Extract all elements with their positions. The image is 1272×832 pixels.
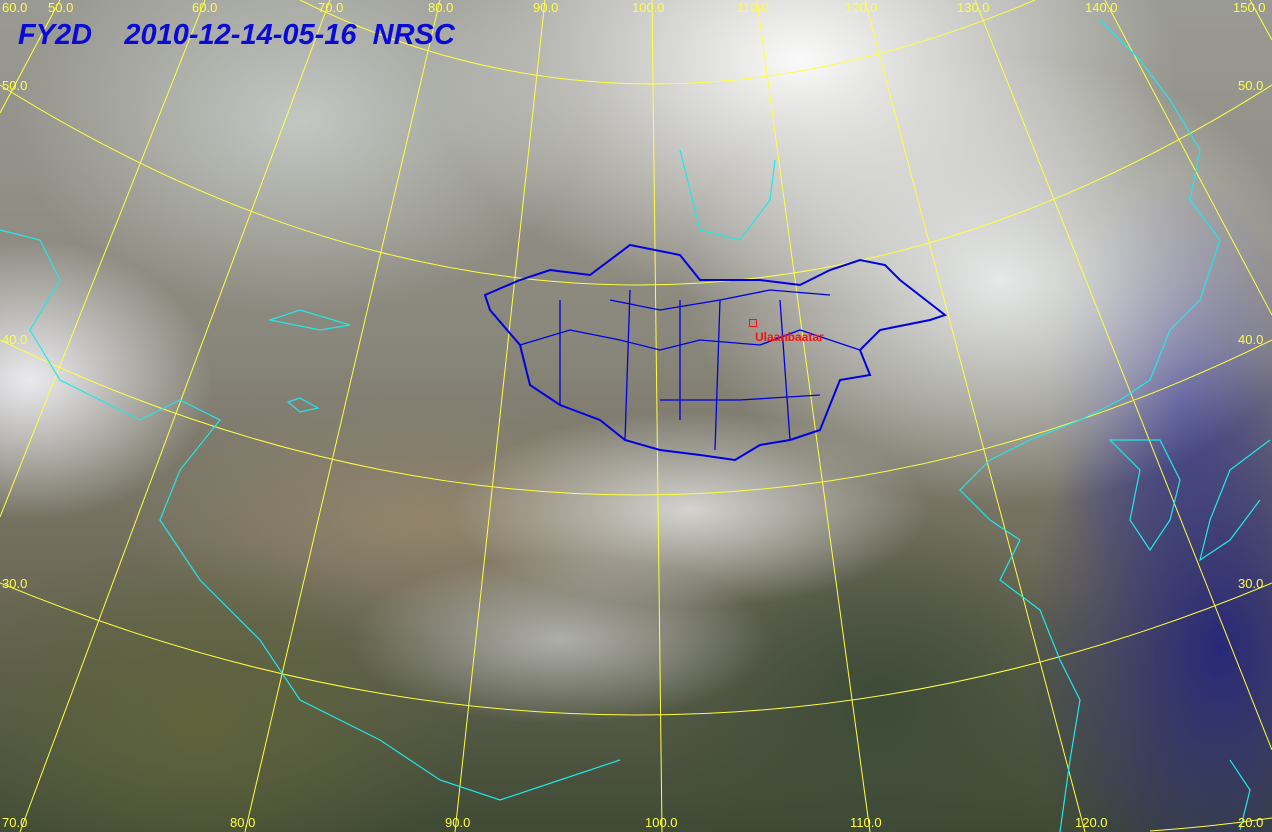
bottom-label: 110.0 — [850, 815, 882, 830]
city-marker — [749, 319, 757, 327]
meridian-140 — [1104, 0, 1272, 316]
mongolia-borders — [483, 243, 948, 462]
agency: NRSC — [372, 19, 455, 51]
left-label: 30.0 — [2, 576, 28, 591]
top-label: 130.0 — [957, 0, 990, 15]
top-label: 80.0 — [428, 0, 454, 15]
latitude-60 — [299, 0, 1036, 85]
latitude-50 — [0, 84, 1272, 286]
bottom-label: 120.0 — [1075, 815, 1108, 830]
datetime: 2010-12-14-05-16 — [124, 19, 357, 51]
coastlines — [0, 19, 1271, 832]
left-label: 60.0 — [2, 0, 28, 15]
latitude-20 — [1149, 817, 1272, 832]
top-label: 60.0 — [192, 0, 218, 15]
meridian-130 — [974, 0, 1272, 751]
meridian-100 — [651, 0, 663, 832]
meridian-90 — [454, 0, 546, 832]
meridian-50 — [0, 0, 61, 114]
image-title: FY2D 2010-12-14-05-16 NRSC — [18, 19, 455, 52]
latitude-30 — [0, 582, 1272, 716]
left-label: 40.0 — [2, 332, 28, 347]
meridian-70 — [19, 0, 331, 832]
right-label: 20.0 — [1238, 815, 1264, 830]
mongolia-outline — [483, 243, 948, 462]
bottom-label: 100.0 — [645, 815, 678, 830]
top-label: 100.0 — [632, 0, 665, 15]
top-label: 50.0 — [48, 0, 74, 15]
right-label: 30.0 — [1238, 576, 1264, 591]
bottom-label: 80.0 — [230, 815, 256, 830]
bottom-label: 70.0 — [2, 815, 28, 830]
meridian-120 — [864, 0, 1086, 832]
top-label: 90.0 — [533, 0, 559, 15]
top-label: 110.0 — [737, 0, 769, 15]
top-label: 70.0 — [318, 0, 344, 15]
top-label: 150.0 — [1233, 0, 1266, 15]
satellite-name: FY2D — [18, 19, 93, 51]
meridian-60 — [0, 0, 206, 518]
city-label-ulaanbaatar: Ulaanbaatar — [755, 330, 824, 344]
top-label: 140.0 — [1085, 0, 1118, 15]
right-label: 50.0 — [1238, 78, 1264, 93]
top-label: 120.0 — [845, 0, 878, 15]
latitude-40 — [0, 339, 1272, 496]
meridian-80 — [244, 0, 441, 832]
meridian-110 — [756, 0, 871, 832]
meridian-150 — [1249, 0, 1272, 41]
bottom-label: 90.0 — [445, 815, 471, 830]
right-label: 40.0 — [1238, 332, 1264, 347]
left-label: 50.0 — [2, 78, 28, 93]
